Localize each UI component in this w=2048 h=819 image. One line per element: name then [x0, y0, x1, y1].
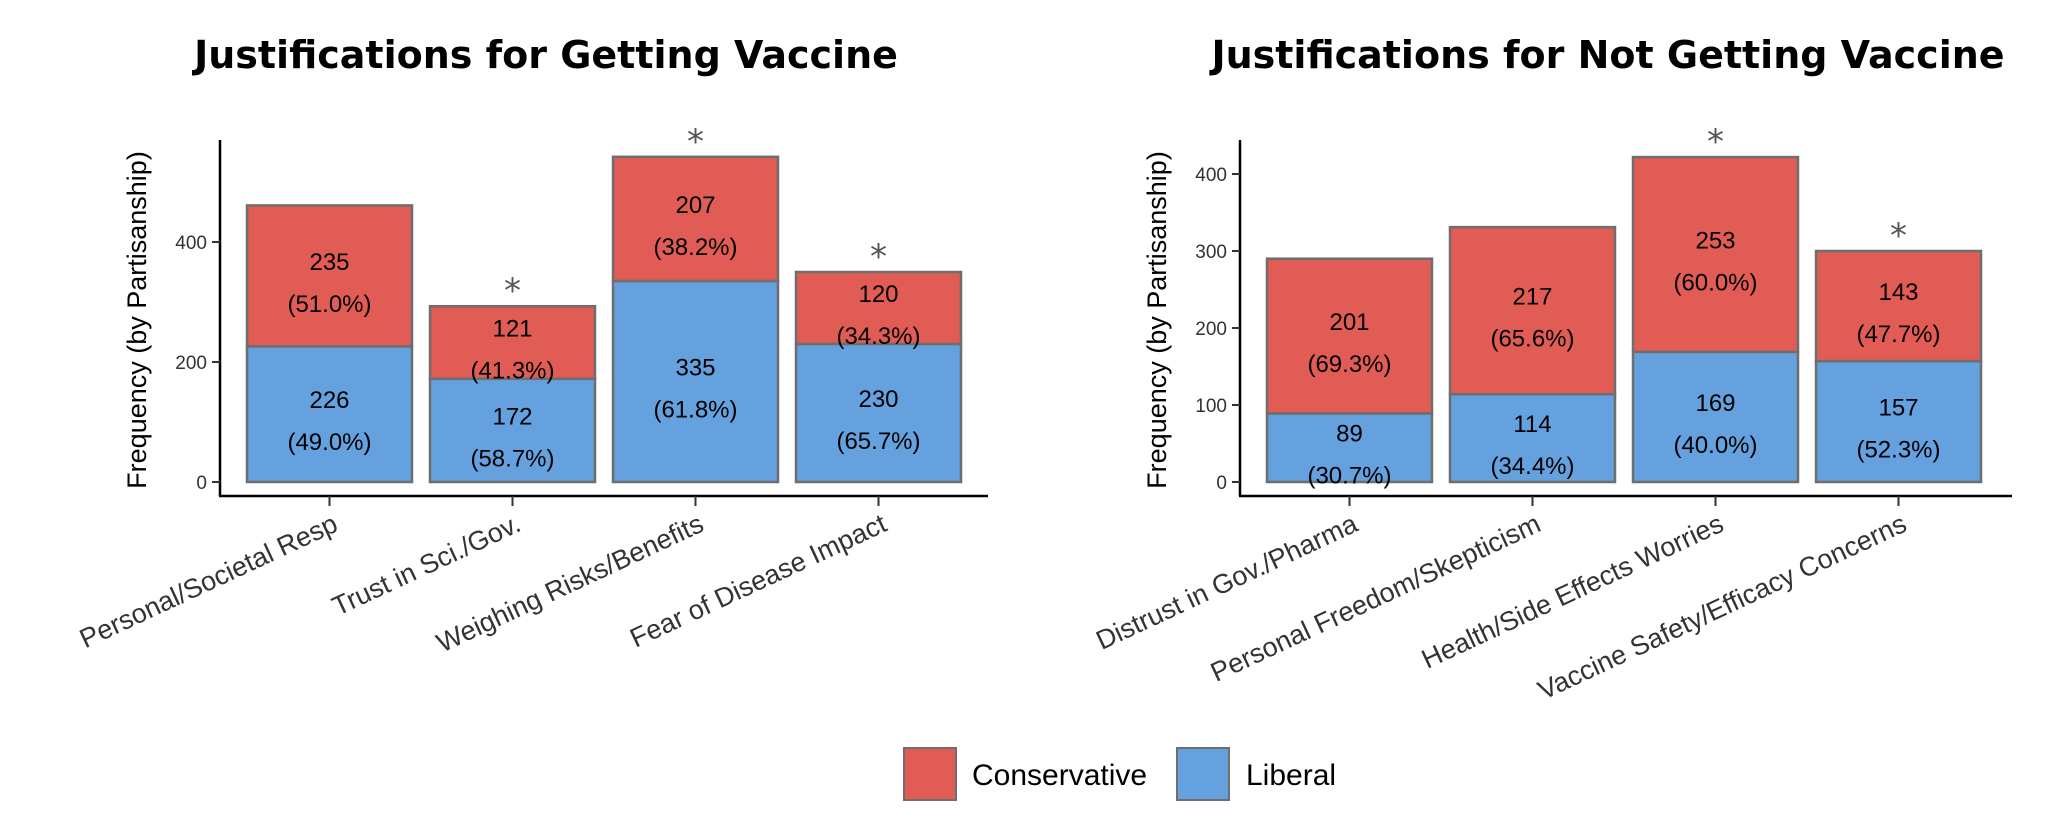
bar-conservative — [611, 155, 780, 283]
data-label-conservative-percent: (69.3%) — [1307, 351, 1391, 378]
chart-title: Justifications for Not Getting Vaccine — [1208, 33, 2004, 77]
bar-liberal — [1265, 412, 1434, 484]
x-tick-label: Personal Freedom/Skepticism — [1206, 508, 1545, 687]
data-label-conservative-count: 120 — [858, 281, 898, 308]
data-label-conservative-count: 207 — [675, 192, 715, 219]
legend-swatch-liberal — [1176, 747, 1230, 801]
data-label-liberal-count: 89 — [1336, 421, 1363, 448]
data-label-liberal-percent: (52.3%) — [1856, 437, 1940, 464]
bar-liberal — [1814, 359, 1983, 484]
bar-liberal — [794, 342, 963, 484]
significance-marker: * — [687, 122, 704, 162]
data-label-conservative-percent: (41.3%) — [470, 358, 554, 385]
bar-conservative — [794, 270, 963, 346]
data-label-conservative-count: 201 — [1329, 309, 1369, 336]
x-tick-label: Health/Side Effects Worries — [1417, 508, 1728, 674]
significance-marker: * — [504, 271, 521, 311]
bar-liberal — [1631, 350, 1800, 484]
y-tick-label: 400 — [1195, 165, 1227, 186]
y-axis-label: Frequency (by Partisanship) — [122, 151, 152, 489]
bar-liberal — [428, 377, 597, 484]
significance-marker: * — [870, 237, 887, 277]
data-label-conservative-count: 235 — [309, 249, 349, 276]
y-tick-label: 300 — [1195, 242, 1227, 263]
data-label-liberal-percent: (61.8%) — [653, 397, 737, 424]
chart-panel-getting-vaccine: Justifications for Getting Vaccine Freque… — [75, 33, 988, 658]
significance-marker: * — [1890, 216, 1907, 256]
data-label-conservative-percent: (65.6%) — [1490, 326, 1574, 353]
y-tick-label: 0 — [196, 473, 207, 494]
data-label-liberal-count: 157 — [1878, 395, 1918, 422]
bar-conservative — [245, 204, 414, 348]
data-label-conservative-percent: (60.0%) — [1673, 269, 1757, 296]
legend: Conservative Liberal — [903, 747, 1336, 801]
bar-liberal — [611, 279, 780, 484]
data-label-liberal-count: 169 — [1695, 390, 1735, 417]
legend-label-conservative: Conservative — [972, 759, 1147, 792]
data-label-liberal-percent: (58.7%) — [470, 445, 554, 472]
chart-title: Justifications for Getting Vaccine — [191, 33, 898, 77]
x-tick-label: Personal/Societal Resp — [75, 508, 342, 654]
data-label-liberal-count: 335 — [675, 355, 715, 382]
data-label-liberal-percent: (40.0%) — [1673, 432, 1757, 459]
y-axis-label: Frequency (by Partisanship) — [1142, 151, 1172, 489]
data-label-conservative-percent: (34.3%) — [836, 323, 920, 350]
bar-conservative — [1265, 257, 1434, 415]
significance-marker: * — [1707, 122, 1724, 162]
legend-swatch-conservative — [903, 747, 957, 801]
data-label-liberal-count: 226 — [309, 387, 349, 414]
bar-liberal — [1448, 392, 1617, 484]
y-tick-label: 100 — [1195, 396, 1227, 417]
data-label-conservative-count: 217 — [1512, 284, 1552, 311]
data-label-liberal-count: 230 — [858, 386, 898, 413]
y-tick-label: 400 — [175, 233, 207, 254]
data-label-conservative-count: 253 — [1695, 227, 1735, 254]
data-label-conservative-percent: (38.2%) — [653, 234, 737, 261]
y-tick-label: 200 — [175, 353, 207, 374]
data-label-conservative-count: 121 — [492, 316, 532, 343]
bar-conservative — [1814, 249, 1983, 363]
bar-liberal — [245, 345, 414, 484]
data-label-liberal-count: 172 — [492, 403, 532, 430]
chart-panel-not-getting-vaccine: Justifications for Not Getting Vaccine Fr… — [1091, 33, 2012, 706]
data-label-liberal-percent: (49.0%) — [287, 429, 371, 456]
data-label-liberal-percent: (65.7%) — [836, 428, 920, 455]
legend-label-liberal: Liberal — [1246, 759, 1336, 792]
y-tick-label: 0 — [1216, 473, 1227, 494]
bar-conservative — [428, 304, 597, 381]
data-label-conservative-count: 143 — [1878, 279, 1918, 306]
data-label-conservative-percent: (47.7%) — [1856, 321, 1940, 348]
data-label-liberal-count: 114 — [1513, 411, 1551, 438]
data-label-liberal-percent: (34.4%) — [1490, 453, 1574, 480]
data-label-liberal-percent: (30.7%) — [1307, 463, 1391, 490]
data-label-conservative-percent: (51.0%) — [287, 291, 371, 318]
bar-conservative — [1631, 155, 1800, 354]
y-tick-label: 200 — [1195, 319, 1227, 340]
bar-conservative — [1448, 225, 1617, 396]
